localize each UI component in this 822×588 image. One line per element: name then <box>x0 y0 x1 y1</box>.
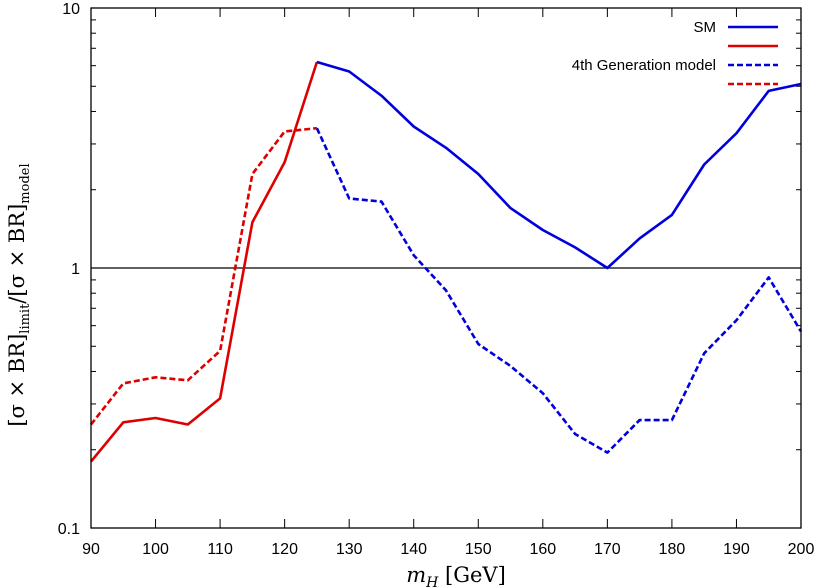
series-line-1 <box>89 61 319 463</box>
y-tick-label: 1 <box>71 261 80 278</box>
series-layer <box>89 60 803 463</box>
series-line-4 <box>315 127 803 454</box>
y-axis-label: [σ × BR]limit/[σ × BR]model <box>5 163 33 426</box>
x-tick-label: 160 <box>529 541 556 558</box>
legend: SM 4th Generation model <box>572 19 778 86</box>
x-tick-label: 140 <box>400 541 427 558</box>
x-tick-label: 110 <box>207 541 233 558</box>
legend-label-1: SM <box>694 19 717 36</box>
x-tick-label: 90 <box>82 541 100 558</box>
series-line-2 <box>316 60 802 270</box>
x-tick-label: 200 <box>788 541 815 558</box>
x-axis-label: mH [GeV] <box>406 563 506 588</box>
x-tick-label: 190 <box>723 541 750 558</box>
x-tick-label: 130 <box>336 541 363 558</box>
x-tick-labels: 90 100 110 120 130 140 150 160 170 180 190 200 <box>82 541 814 558</box>
x-tick-label: 180 <box>659 541 686 558</box>
legend-label-3: 4th Generation model <box>572 57 716 74</box>
x-tick-label: 170 <box>594 541 621 558</box>
x-tick-label: 100 <box>142 541 169 558</box>
series-line-3 <box>89 126 318 426</box>
plot-frame <box>90 7 802 529</box>
x-tick-label: 120 <box>271 541 298 558</box>
x-tick-label: 150 <box>465 541 492 558</box>
y-tick-labels: 0.1 1 10 <box>58 1 80 538</box>
y-tick-label: 10 <box>62 1 80 18</box>
y-tick-label: 0.1 <box>58 521 80 538</box>
